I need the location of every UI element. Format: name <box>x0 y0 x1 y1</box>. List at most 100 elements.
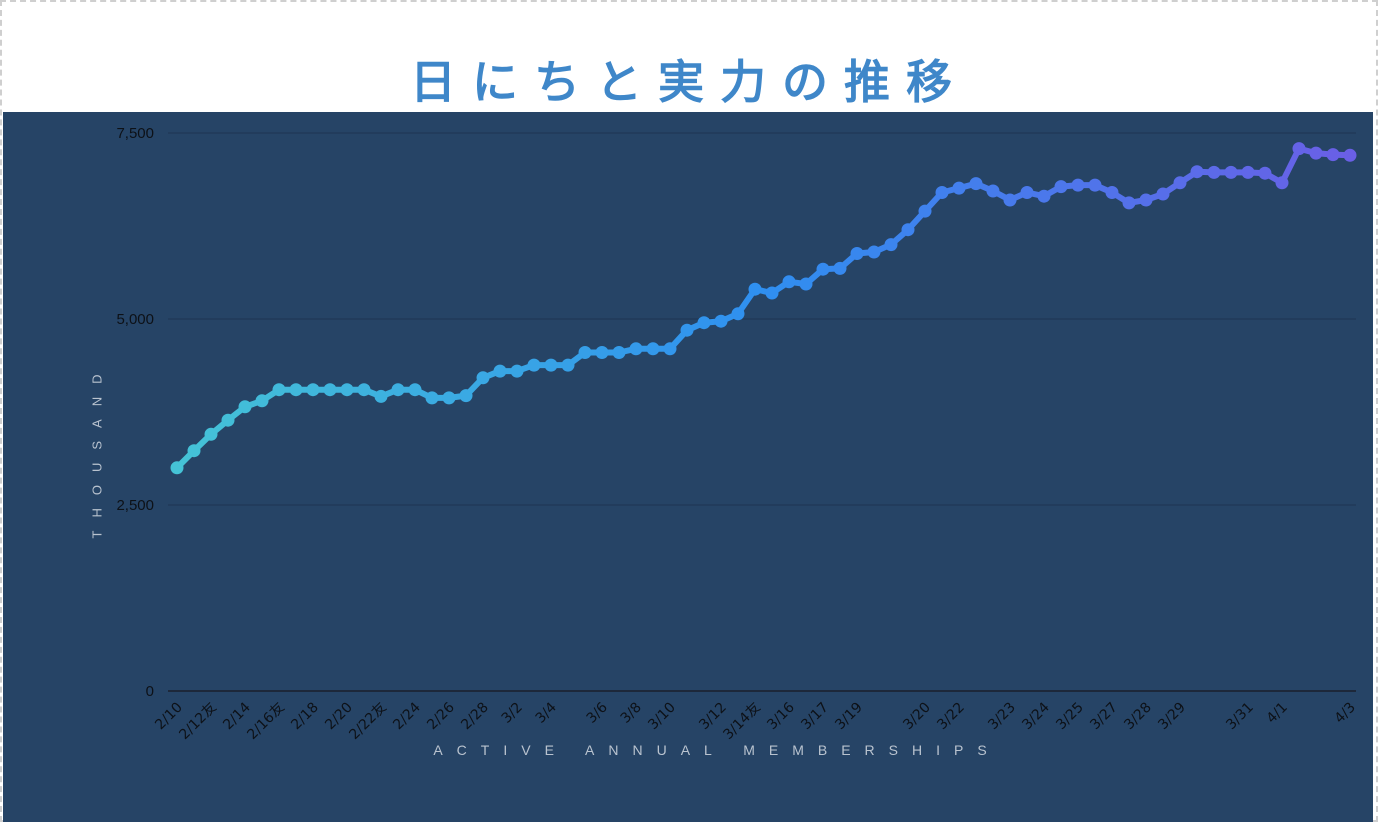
data-point <box>561 358 575 372</box>
x-tick-label: 3/22 <box>934 700 968 734</box>
x-tick-label: 2/24 <box>390 699 424 733</box>
x-tick-label: 3/31 <box>1223 700 1257 734</box>
x-tick-label: 2/16友 <box>244 700 287 743</box>
series-points <box>170 142 1357 475</box>
data-point <box>1037 189 1051 203</box>
data-point <box>1020 186 1034 199</box>
y-tick-label: 2,500 <box>116 497 154 514</box>
x-tick-label: 3/19 <box>832 700 866 734</box>
data-point <box>1054 180 1068 194</box>
x-tick-label: 3/14友 <box>720 700 763 743</box>
x-tick-label: 2/18 <box>288 700 322 734</box>
data-point <box>1309 146 1323 160</box>
data-point <box>510 364 524 378</box>
x-tick-label: 3/28 <box>1121 700 1155 734</box>
x-axis-label: ACTIVE ANNUAL MEMBERSHIPS <box>433 742 1001 758</box>
x-tick-label: 2/26 <box>424 699 458 733</box>
data-point <box>425 391 439 405</box>
data-point <box>170 461 184 475</box>
data-point <box>646 342 660 356</box>
data-point <box>782 275 796 289</box>
data-point <box>1224 165 1238 179</box>
y-tick-label: 7,500 <box>116 125 154 142</box>
data-point <box>884 238 898 252</box>
x-tick-label: 4/1 <box>1264 700 1291 727</box>
x-tick-label: 3/17 <box>798 700 832 734</box>
y-axis: 0 2,500 5,000 7,500 <box>116 125 154 700</box>
data-point <box>612 346 626 359</box>
data-point <box>238 400 252 414</box>
data-point <box>952 181 966 195</box>
data-point <box>1241 165 1255 179</box>
data-point <box>357 383 371 397</box>
x-tick-label: 2/12友 <box>176 700 219 743</box>
data-point <box>289 383 303 397</box>
data-point <box>527 358 541 372</box>
grid-lines <box>168 132 1356 692</box>
data-point <box>391 383 405 397</box>
x-axis: 2/102/12友 2/142/16友 2/18 2/202/22友 2/24 2/26 2… <box>152 699 1359 743</box>
y-tick-label: 0 <box>146 683 154 700</box>
data-point <box>935 186 949 199</box>
x-tick-label: 3/10 <box>645 700 679 734</box>
y-tick-label: 5,000 <box>116 311 154 328</box>
data-point <box>969 177 983 191</box>
data-point <box>544 358 558 372</box>
data-point <box>493 364 507 378</box>
data-point <box>595 346 609 359</box>
data-point <box>833 261 847 275</box>
data-point <box>663 342 677 356</box>
data-point <box>204 427 218 441</box>
chart-panel <box>3 112 1373 822</box>
x-tick-label: 3/24 <box>1019 699 1053 733</box>
data-point <box>340 383 354 397</box>
x-tick-label: 3/23 <box>985 700 1019 734</box>
data-point <box>1003 193 1017 207</box>
data-point <box>323 383 337 397</box>
data-point <box>1258 166 1272 180</box>
data-point <box>1190 165 1204 179</box>
data-point <box>799 277 813 291</box>
data-point <box>374 389 388 403</box>
x-tick-label: 3/16 <box>764 699 798 733</box>
data-point <box>476 371 490 385</box>
x-tick-label: 3/2 <box>499 700 526 727</box>
data-point <box>578 346 592 359</box>
x-tick-label: 2/28 <box>458 700 492 734</box>
x-tick-label: 3/20 <box>900 700 934 734</box>
data-point <box>629 342 643 356</box>
data-point <box>408 383 422 397</box>
data-point <box>306 383 320 397</box>
data-point <box>1156 187 1170 201</box>
data-point <box>850 247 864 260</box>
data-point <box>255 394 269 408</box>
x-tick-label: 3/4 <box>533 699 560 726</box>
x-tick-label: 3/25 <box>1053 700 1087 734</box>
data-point <box>272 383 286 397</box>
data-point <box>986 184 1000 198</box>
data-point <box>765 286 779 300</box>
chart-title: 日にちと実力の推移 <box>410 55 968 109</box>
x-tick-label: 3/29 <box>1155 700 1189 734</box>
data-point <box>1105 186 1119 199</box>
data-point <box>918 204 932 218</box>
x-tick-label: 3/6 <box>584 699 611 726</box>
series-path <box>174 145 1353 471</box>
data-point <box>1122 196 1136 210</box>
data-point <box>442 391 456 405</box>
x-tick-label: 2/22友 <box>346 700 389 743</box>
data-point <box>731 307 745 321</box>
data-point <box>1088 178 1102 192</box>
series-line <box>174 145 1353 471</box>
x-tick-label: 3/8 <box>618 700 645 727</box>
data-point <box>1326 148 1340 162</box>
data-point <box>1207 165 1221 179</box>
data-point <box>714 314 728 328</box>
data-point <box>901 223 915 237</box>
y-axis-label: THOUSAND <box>89 361 105 539</box>
data-point <box>1173 176 1187 190</box>
data-point <box>1139 193 1153 207</box>
data-point <box>1343 148 1357 162</box>
data-point <box>867 245 881 259</box>
